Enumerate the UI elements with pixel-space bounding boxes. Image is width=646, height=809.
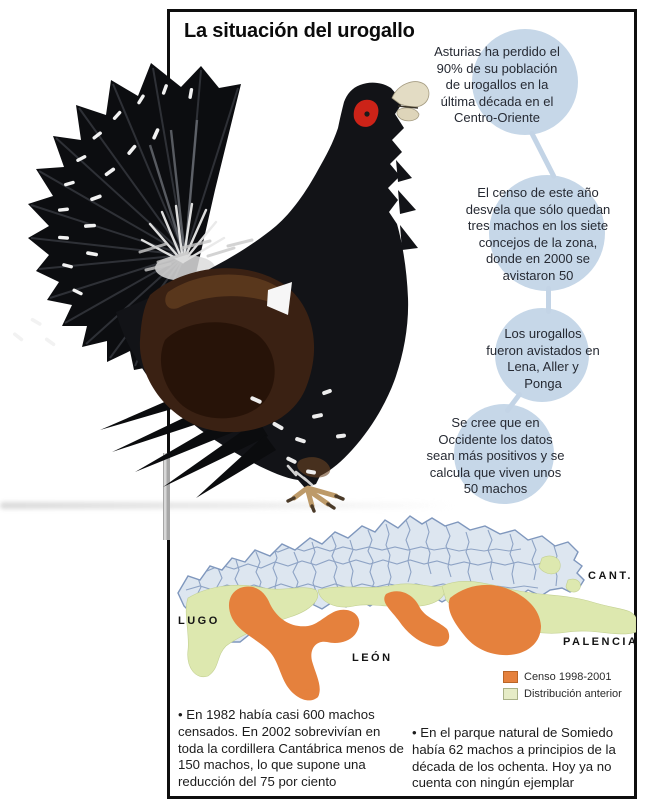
previous-swatch-icon: [503, 688, 518, 700]
legend-label: Distribución anterior: [524, 688, 622, 700]
beak: [391, 81, 430, 122]
census-swatch-icon: [503, 671, 518, 683]
callout-bubble-2: [489, 175, 605, 291]
legend-row-previous: Distribución anterior: [503, 688, 622, 700]
claws: [286, 494, 345, 513]
distribution-map: [177, 515, 636, 701]
map-label-palencia: PALENCIA: [563, 636, 639, 648]
note-census-history: • En 1982 había casi 600 machos censados…: [178, 707, 404, 790]
callout-text-1: Asturias ha perdido el 90% de su poblaci…: [434, 44, 560, 125]
legend-row-census: Censo 1998-2001: [503, 671, 611, 683]
map-label-lugo: LUGO: [178, 615, 220, 627]
eye: [364, 111, 370, 117]
shoulder-patch: [267, 282, 292, 315]
map-label-leon: LEÓN: [352, 652, 393, 664]
note-somiedo: • En el parque natural de Somiedo había …: [412, 725, 616, 791]
leg-fluff: [286, 464, 314, 487]
callout-text-3: Los urogallos fueron avistados en Lena, …: [486, 326, 600, 391]
page-title: La situación del urogallo: [184, 20, 415, 42]
legend-label: Censo 1998-2001: [524, 671, 612, 683]
map-label-cantabria: CANT.: [588, 570, 633, 582]
callout-text-4: Se cree que en Occidente los datos sean …: [426, 415, 565, 496]
neck-beard: [396, 160, 418, 250]
capercaillie-photo: [13, 63, 430, 540]
tail-coverts: [138, 238, 254, 272]
belly-speckles: [250, 388, 346, 475]
wing: [139, 268, 331, 478]
ground-shadow: [0, 502, 455, 509]
callout-bubble-3: [495, 308, 589, 402]
callout-bubble-1: [472, 29, 578, 135]
foot: [291, 485, 339, 509]
callout-text-2: El censo de este año desvela que sólo qu…: [465, 185, 611, 283]
callout-bubble-4: [454, 404, 554, 504]
census-areas: [228, 584, 541, 701]
connector-line-2: [546, 286, 551, 314]
